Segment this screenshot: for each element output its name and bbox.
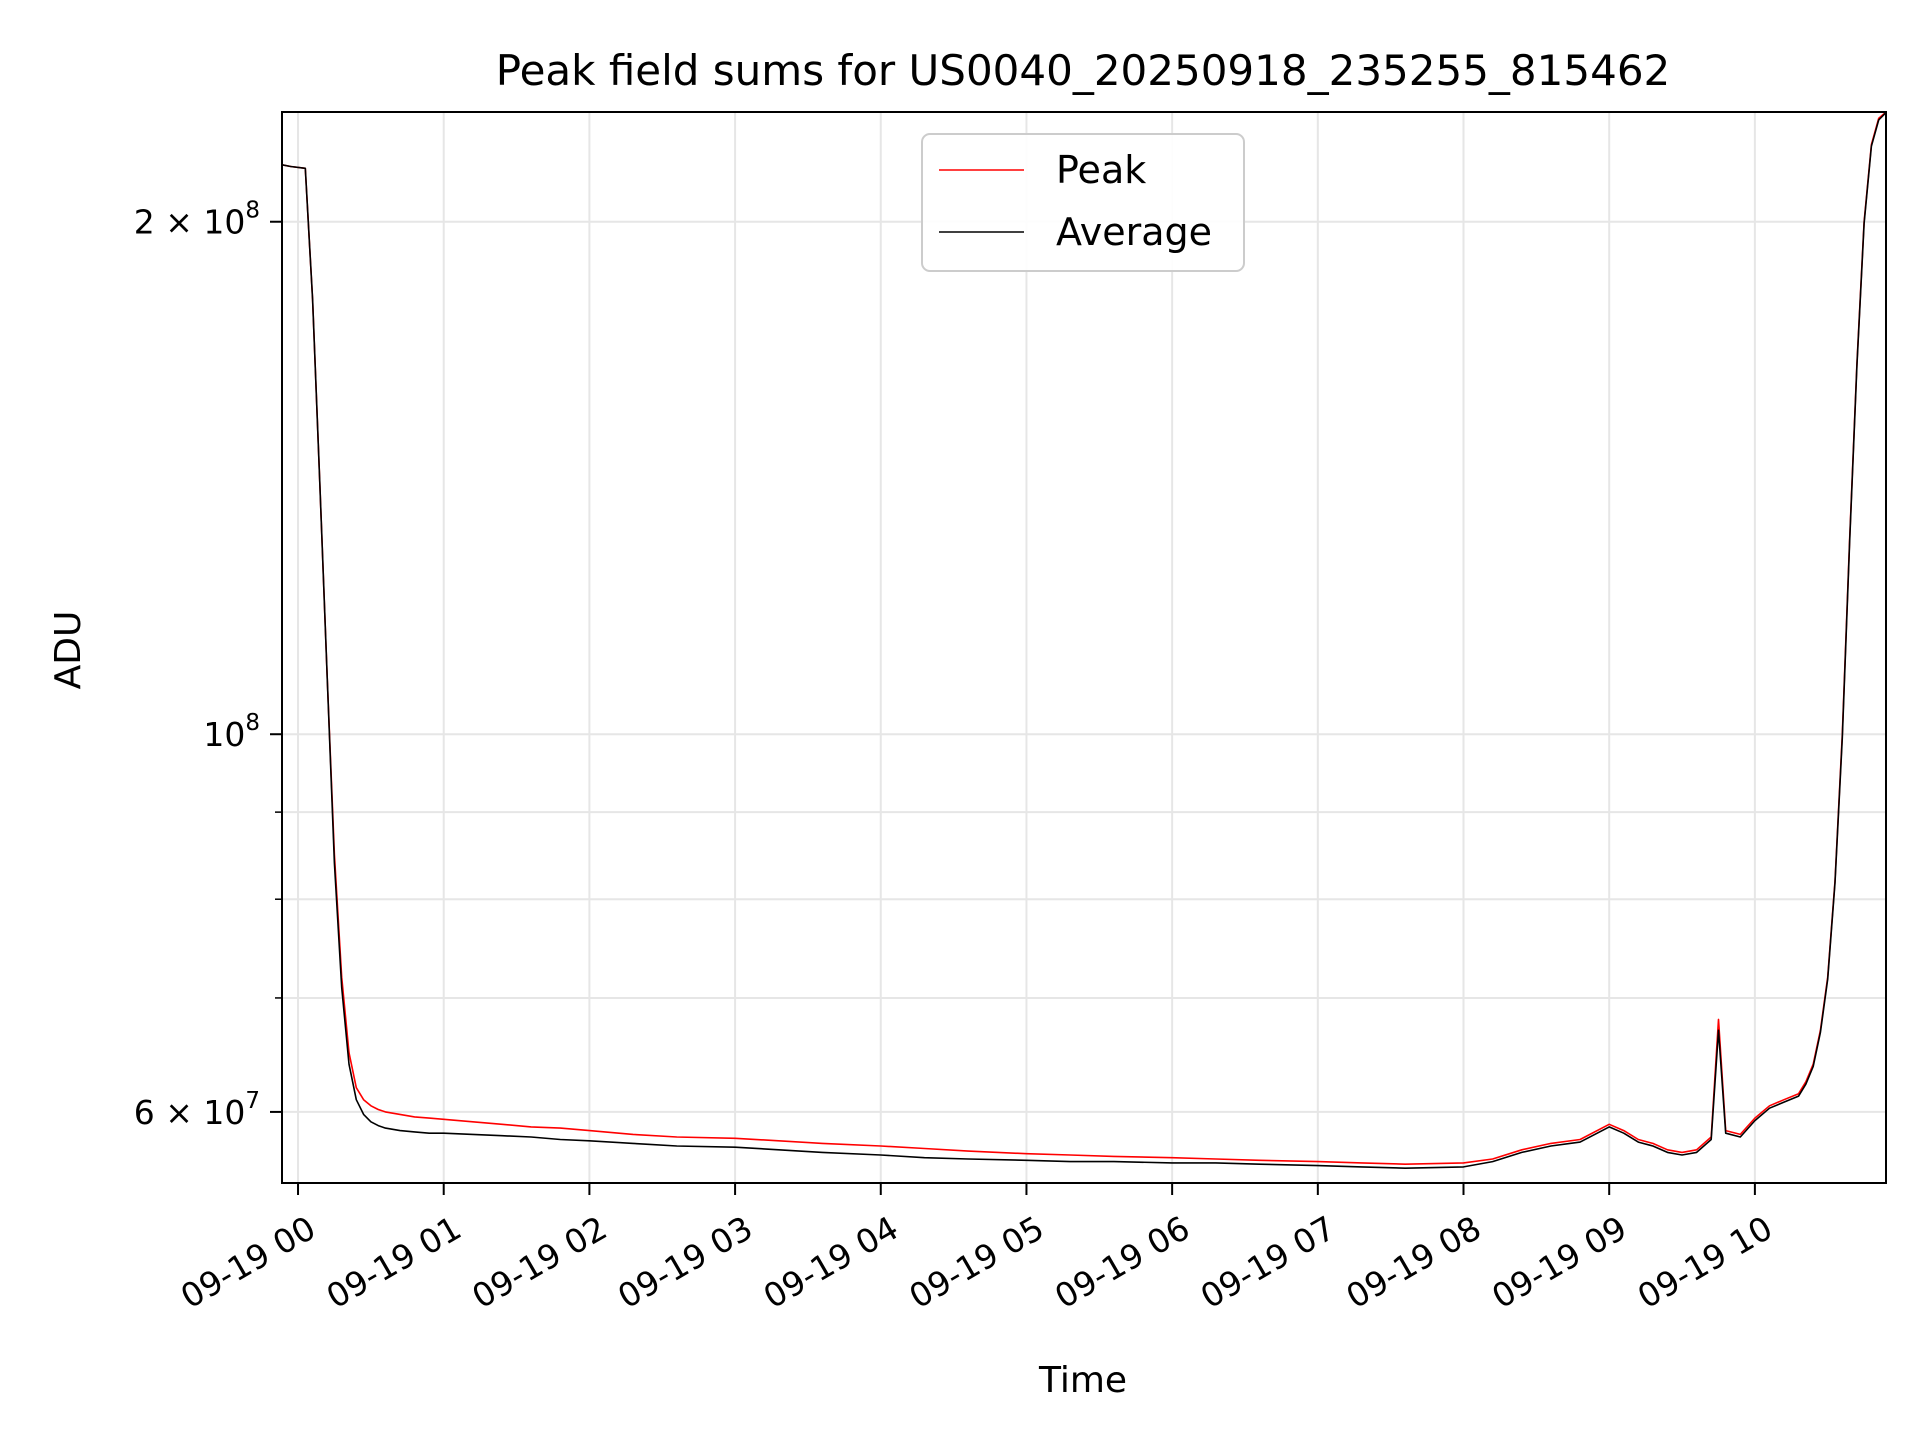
legend-label-average: Average — [1056, 210, 1212, 254]
series-line-peak — [282, 112, 1886, 1165]
x-axis-label: Time — [1038, 1360, 1127, 1401]
y-tick-label-exponent: 8 — [245, 710, 260, 736]
y-tick-label-base: 2 × 10 — [134, 203, 246, 242]
series-line-average — [282, 112, 1886, 1169]
y-tick-label: 108 — [203, 710, 260, 754]
y-tick-label: 6 × 107 — [134, 1088, 260, 1132]
legend: Peak Average — [921, 133, 1245, 272]
y-axis-label: ADU — [48, 611, 89, 690]
y-tick-label-base: 10 — [203, 715, 245, 754]
plot-frame — [281, 111, 1887, 1184]
legend-box — [921, 133, 1245, 272]
grid — [282, 112, 1886, 1183]
y-tick-label-exponent: 7 — [245, 1088, 260, 1114]
y-tick-label-exponent: 8 — [245, 198, 260, 224]
y-tick-label-base: 6 × 10 — [134, 1093, 246, 1132]
chart-title: Peak field sums for US0040_20250918_2352… — [496, 46, 1671, 95]
legend-label-peak: Peak — [1056, 148, 1146, 192]
y-tick-label: 2 × 108 — [134, 198, 260, 242]
